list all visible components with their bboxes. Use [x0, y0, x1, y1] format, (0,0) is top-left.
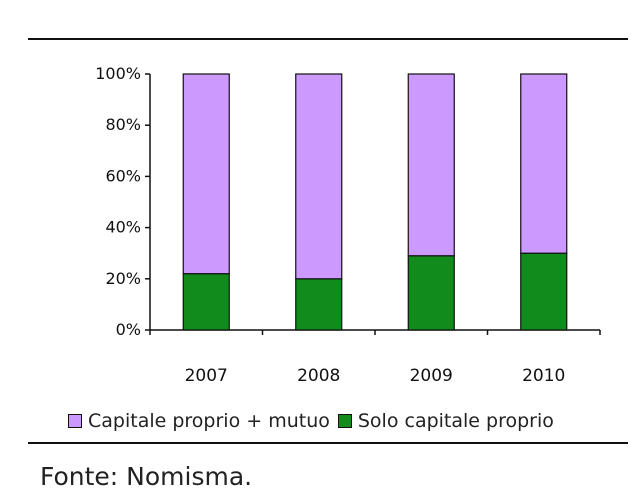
y-tick-label: 20% — [105, 269, 141, 288]
legend-label-solo: Solo capitale proprio — [357, 410, 554, 432]
top-rule — [28, 38, 628, 40]
y-tick-label: 80% — [105, 115, 141, 134]
source-note: Fonte: Nomisma. — [40, 462, 253, 491]
y-tick-label: 40% — [105, 218, 141, 237]
x-category-label: 2007 — [185, 366, 228, 386]
legend-swatch-mutuo — [68, 414, 82, 428]
bar-solo-2009 — [407, 255, 455, 331]
legend-item-mutuo: Capitale proprio + mutuo — [68, 410, 330, 432]
bar-mutuo-2007 — [182, 73, 230, 275]
x-category-label: 2010 — [522, 366, 565, 386]
bar-solo-2010 — [520, 252, 568, 331]
stacked-bar-chart: 0% 20% 40% 60% 80% 100% 2007 2008 2009 2010 — [95, 64, 601, 386]
bar-mutuo-2009 — [407, 73, 455, 257]
legend-swatch-solo — [337, 414, 352, 428]
bar-solo-2008 — [295, 278, 343, 331]
bar-mutuo-2008 — [295, 73, 343, 280]
bar-solo-2007 — [182, 273, 230, 331]
legend-item-solo: Solo capitale proprio — [337, 410, 554, 432]
legend-label-mutuo: Capitale proprio + mutuo — [88, 410, 330, 432]
y-tick-label: 100% — [95, 64, 141, 83]
legend: Capitale proprio + mutuo Solo capitale p… — [68, 410, 562, 432]
bar-mutuo-2010 — [520, 73, 568, 254]
y-tick-label: 60% — [105, 166, 141, 185]
x-category-label: 2008 — [297, 366, 340, 386]
bottom-rule — [28, 442, 628, 444]
x-category-label: 2009 — [410, 366, 453, 386]
y-tick-label: 0% — [116, 320, 141, 339]
